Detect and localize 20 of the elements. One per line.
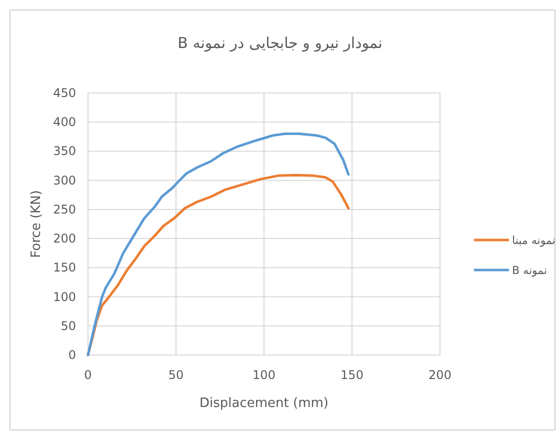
x-axis-title: Displacement (mm) (200, 396, 328, 411)
x-tick-label: 50 (168, 368, 184, 382)
legend-label: نمونه B (512, 264, 548, 277)
y-tick-label: 100 (53, 290, 76, 304)
y-tick-label: 0 (68, 348, 76, 362)
y-tick-label: 50 (60, 318, 76, 333)
y-tick-label: 450 (53, 86, 76, 100)
y-tick-label: 300 (53, 173, 76, 188)
y-tick-label: 350 (53, 144, 76, 158)
legend-label: نمونه مبنا (512, 234, 556, 247)
y-tick-label: 200 (53, 232, 76, 246)
y-tick-label: 150 (53, 260, 76, 275)
x-tick-label: 150 (340, 368, 364, 382)
x-tick-label: 100 (252, 368, 276, 382)
y-axis-title: Force (KN) (29, 190, 44, 258)
x-tick-label: 200 (428, 368, 452, 382)
chart-title: نمودار نیرو و جابجایی در نمونه B (178, 34, 382, 52)
y-tick-label: 250 (53, 202, 76, 216)
y-tick-label: 400 (53, 115, 76, 130)
x-tick-label: 0 (84, 368, 92, 382)
